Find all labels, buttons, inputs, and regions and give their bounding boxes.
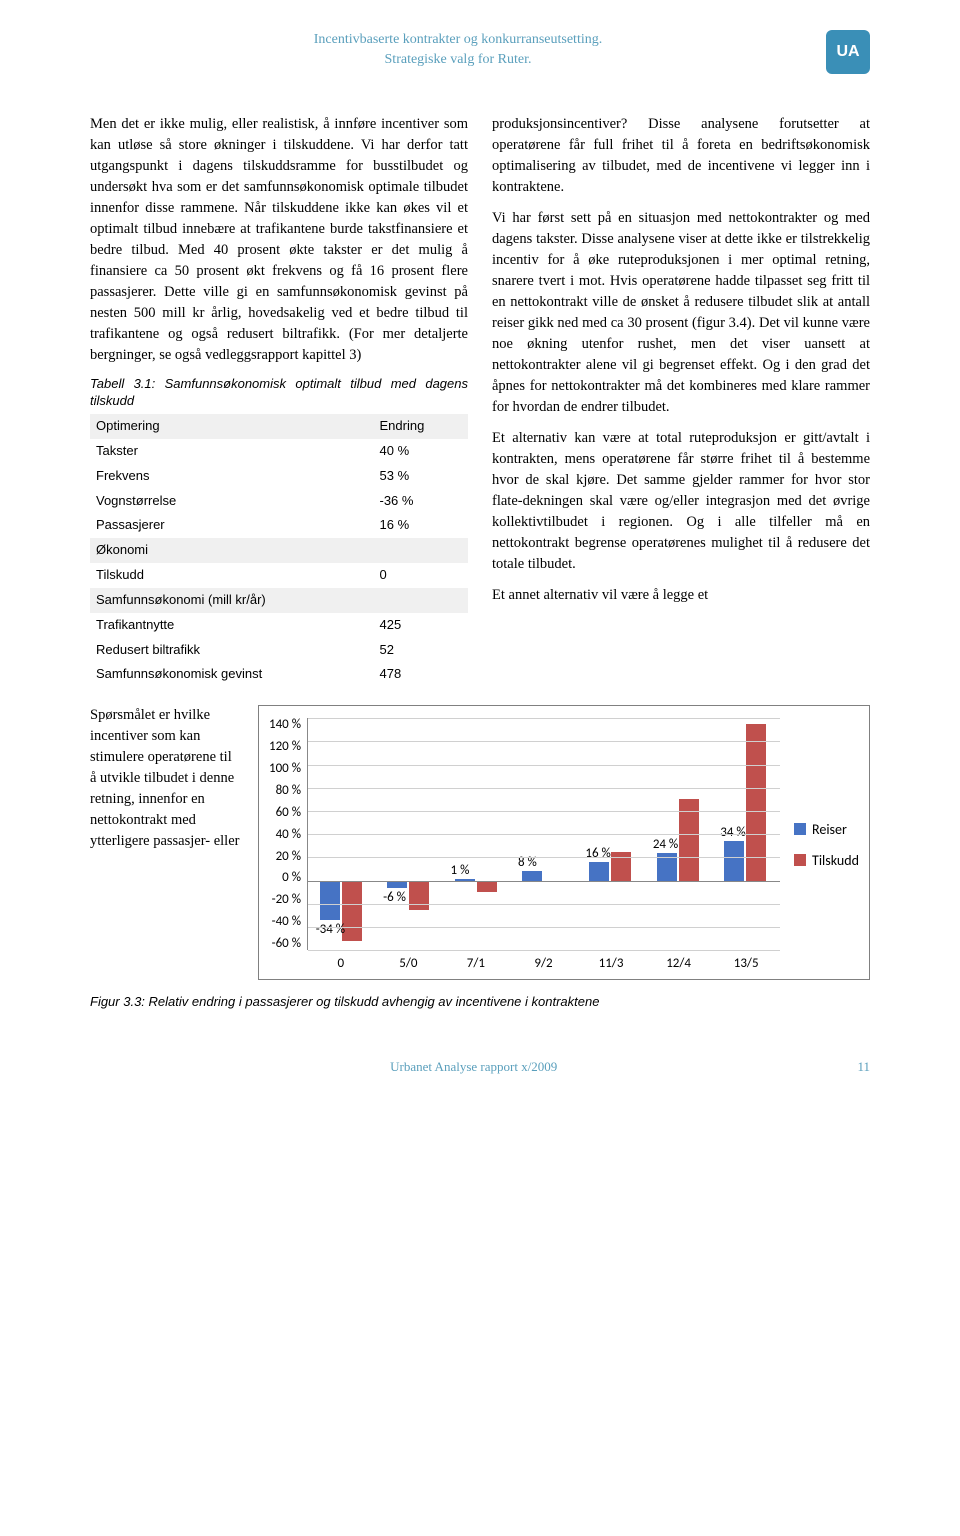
bar-value-label: -6 % (383, 890, 406, 905)
header-title: Incentivbaserte kontrakter og konkurrans… (90, 30, 826, 69)
bar-value-label: 16 % (585, 846, 610, 861)
x-axis-label: 13/5 (716, 956, 776, 971)
chart-y-axis: 140 %120 %100 %80 %60 %40 %20 %0 %-20 %-… (269, 718, 307, 950)
right-column: produksjonsincentiver? Disse analysene f… (492, 114, 870, 687)
x-axis-label: 7/1 (446, 956, 506, 971)
left-paragraph: Men det er ikke mulig, eller realistisk,… (90, 114, 468, 366)
bar-value-label: 34 % (720, 825, 745, 840)
page-footer: Urbanet Analyse rapport x/2009 11 (90, 1059, 870, 1075)
header-line1: Incentivbaserte kontrakter og konkurrans… (90, 30, 826, 50)
x-axis-label: 0 (311, 956, 371, 971)
right-para-2: Vi har først sett på en situasjon med ne… (492, 208, 870, 418)
legend-swatch-tilskudd (794, 854, 806, 866)
chart-legend: Reiser Tilskudd (780, 718, 859, 971)
bar-chart: 140 %120 %100 %80 %60 %40 %20 %0 %-20 %-… (258, 705, 870, 980)
bar-value-label: 24 % (653, 837, 678, 852)
page-header: Incentivbaserte kontrakter og konkurrans… (90, 30, 870, 74)
bar-value-label: 1 % (451, 863, 470, 878)
optimization-table: OptimeringEndringTakster40 %Frekvens53 %… (90, 414, 468, 687)
legend-label-reiser: Reiser (812, 821, 847, 838)
chart-plot-area: -34 %-6 %1 %8 %16 %24 %34 % (307, 718, 780, 950)
chart-bar (589, 862, 609, 881)
legend-swatch-reiser (794, 823, 806, 835)
x-axis-label: 11/3 (581, 956, 641, 971)
figure-caption: Figur 3.3: Relativ endring i passasjerer… (90, 994, 870, 1009)
x-axis-label: 12/4 (649, 956, 709, 971)
footer-center: Urbanet Analyse rapport x/2009 (390, 1059, 557, 1075)
header-line2: Strategiske valg for Ruter. (90, 50, 826, 70)
right-para-3: Et alternativ kan være at total ruteprod… (492, 428, 870, 575)
legend-tilskudd: Tilskudd (794, 852, 859, 869)
right-para-4: Et annet alternativ vil være å legge et (492, 585, 870, 606)
chart-bar (522, 871, 542, 880)
bar-value-label: -34 % (316, 922, 345, 937)
left-column: Men det er ikke mulig, eller realistisk,… (90, 114, 468, 687)
chart-bar (320, 881, 340, 920)
chart-side-paragraph: Spørsmålet er hvilke incentiver som kan … (90, 705, 240, 852)
legend-reiser: Reiser (794, 821, 859, 838)
body-columns: Men det er ikke mulig, eller realistisk,… (90, 114, 870, 687)
x-axis-label: 9/2 (513, 956, 573, 971)
table-caption: Tabell 3.1: Samfunnsøkonomisk optimalt t… (90, 376, 468, 410)
chart-row: Spørsmålet er hvilke incentiver som kan … (90, 705, 870, 980)
chart-bar (387, 881, 407, 888)
chart-bar (477, 881, 497, 893)
chart-bar (409, 881, 429, 910)
x-axis-label: 5/0 (378, 956, 438, 971)
ua-logo-badge: UA (826, 30, 870, 74)
chart-x-axis: 0 5/0 7/1 9/2 11/3 12/4 13/5 (307, 956, 780, 971)
legend-label-tilskudd: Tilskudd (812, 852, 859, 869)
right-para-1: produksjonsincentiver? Disse analysene f… (492, 114, 870, 198)
chart-bar (724, 841, 744, 880)
chart-bar (611, 852, 631, 881)
footer-page-number: 11 (857, 1059, 870, 1075)
